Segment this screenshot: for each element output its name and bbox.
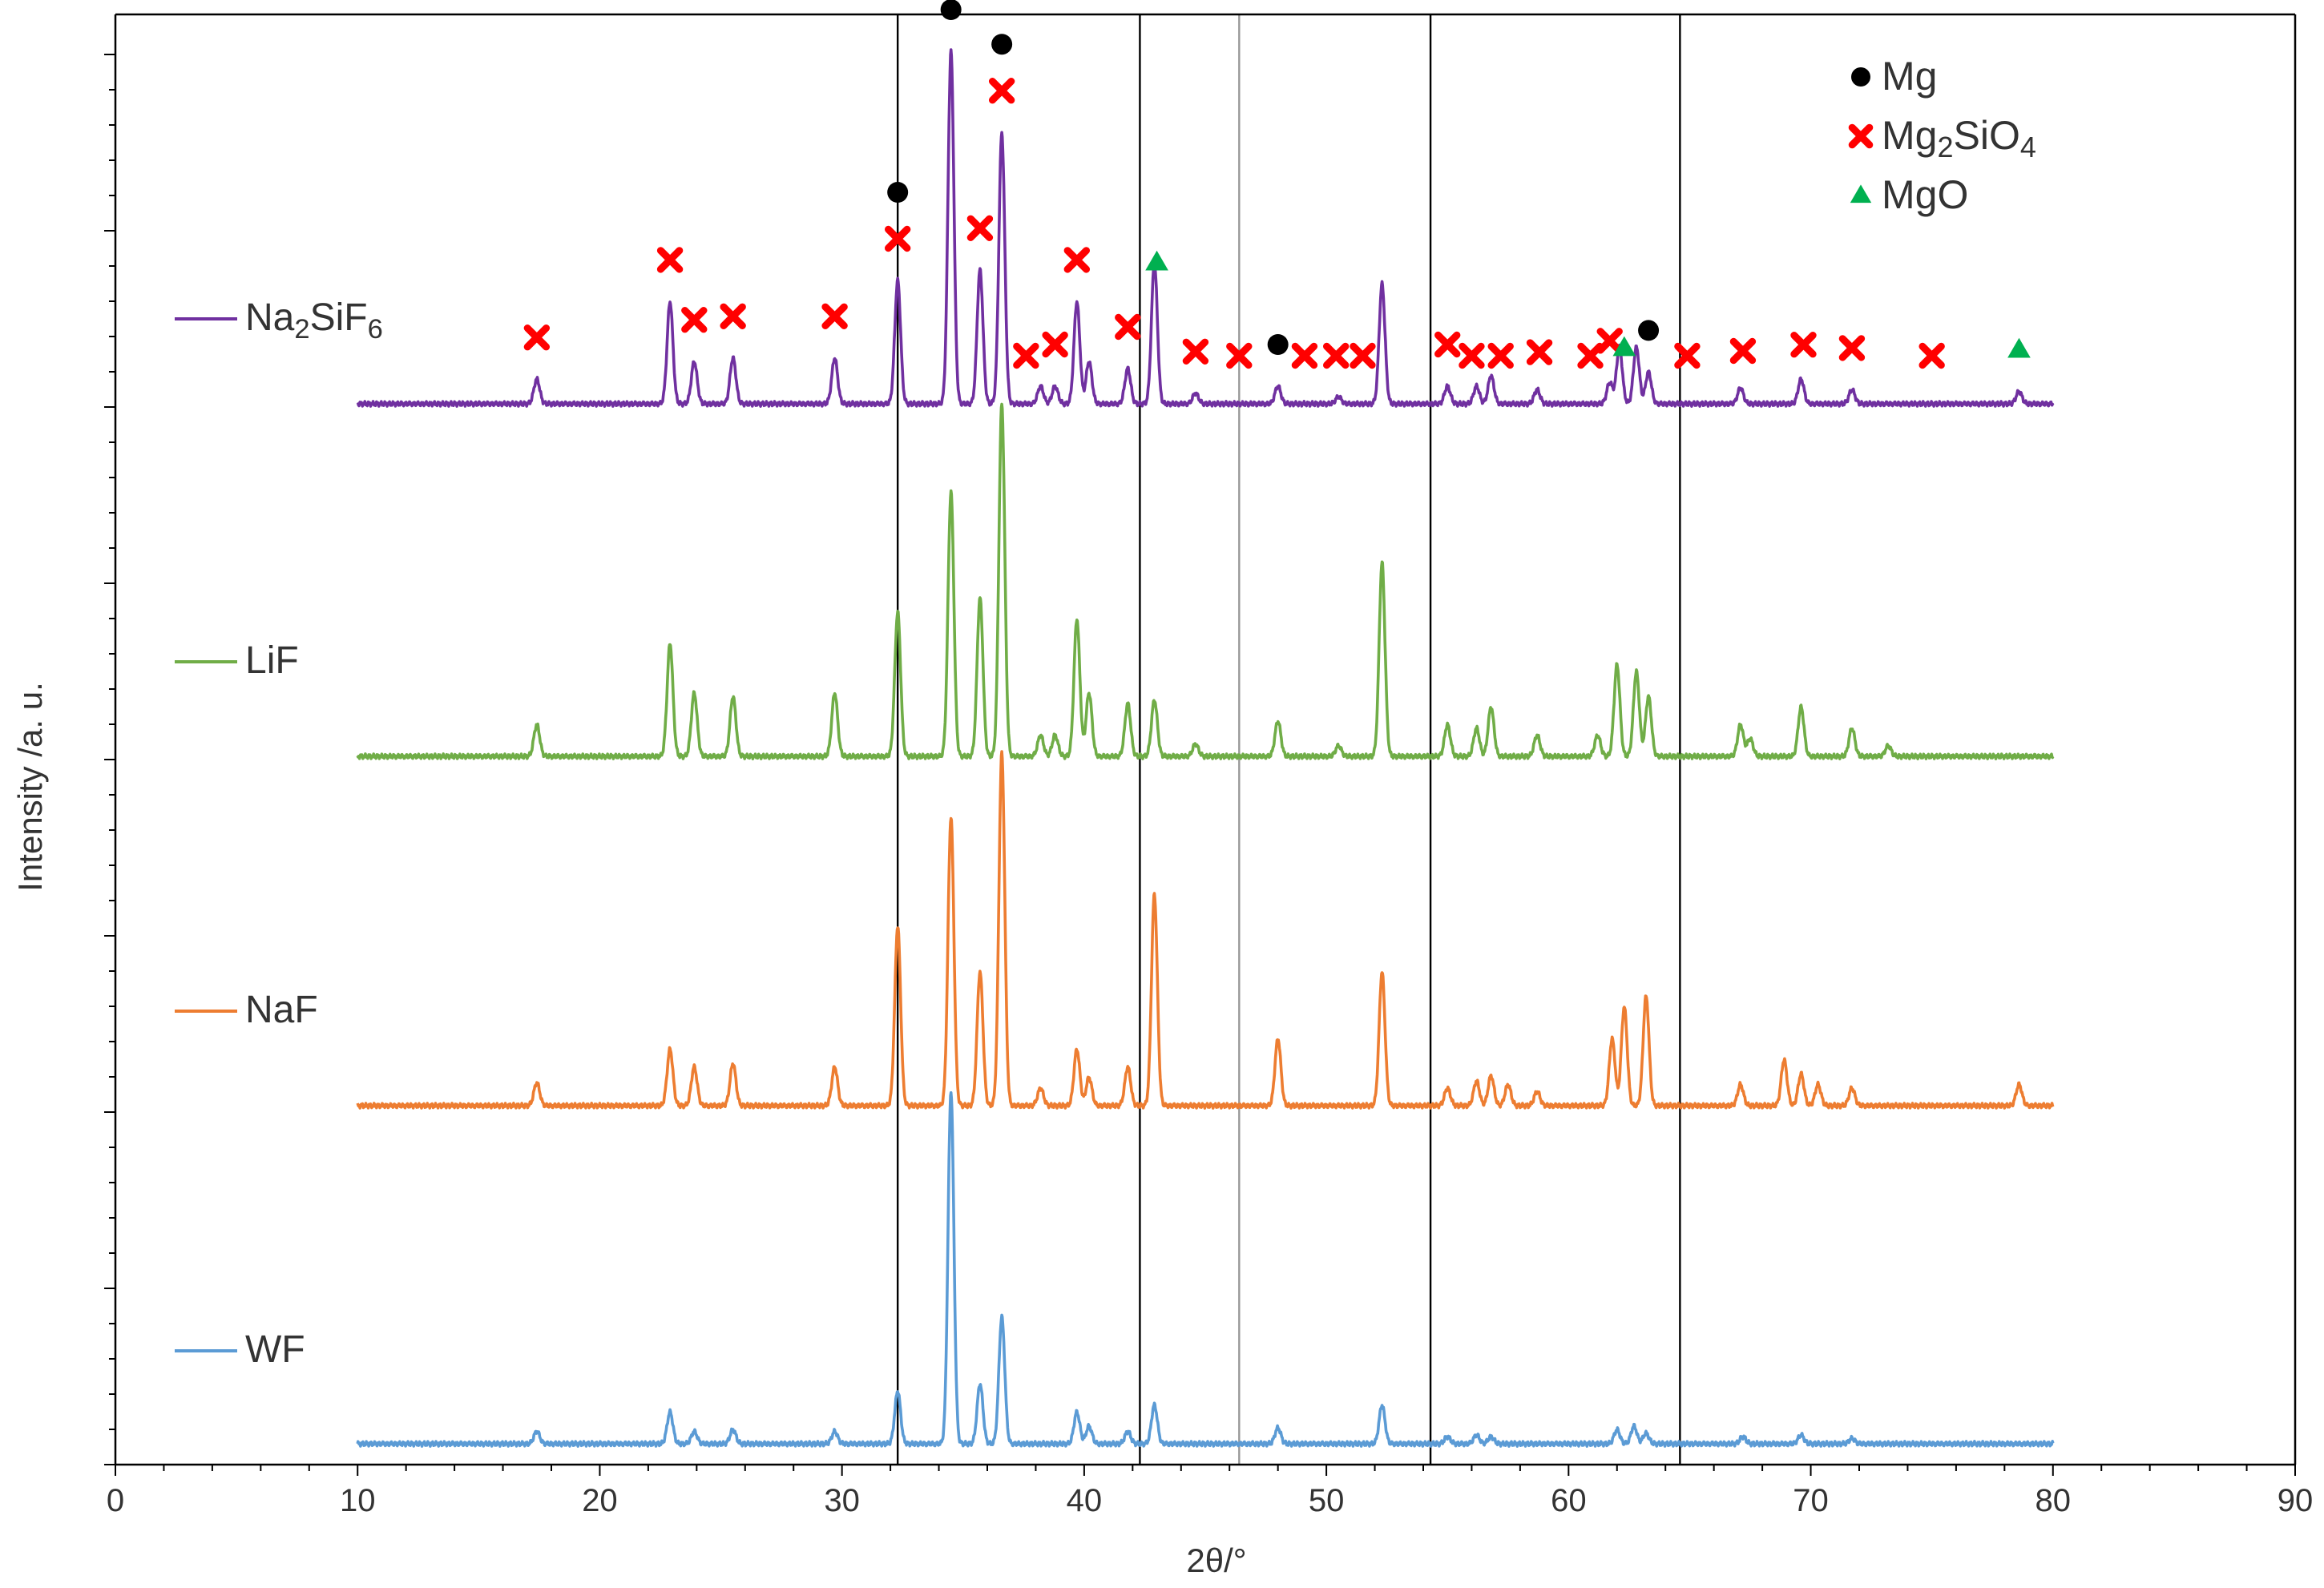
- marker-mg2sio4-17: [1350, 342, 1376, 369]
- marker-mg2sio4-4: [720, 303, 746, 329]
- x-tick-label: 60: [1551, 1483, 1587, 1518]
- legend-symbol-2: [1848, 123, 1874, 149]
- marker-mg2sio4-14: [1226, 342, 1253, 369]
- marker-mg2sio4-19: [1459, 342, 1485, 369]
- series-labels: WF NaF LiF Na2SiF6: [175, 296, 383, 1371]
- marker-mg2sio4-28: [1919, 342, 1945, 369]
- legend: Mg Mg2SiO4 MgO: [1848, 54, 2036, 217]
- marker-mg2sio4-5: [821, 303, 848, 329]
- axes: 0 10 20 30 40 50 60 70 80 90: [104, 13, 2314, 1518]
- marker-mg2sio4-15: [1291, 342, 1318, 369]
- marker-mg2sio4-16: [1323, 342, 1350, 369]
- marker-mg2sio4-6: [884, 225, 911, 252]
- marker-mg2sio4-18: [1434, 331, 1461, 358]
- marker-mgo-2: [1612, 336, 1636, 357]
- x-tick-label: 40: [1067, 1483, 1103, 1518]
- series-line-4: [356, 48, 2055, 408]
- marker-mgo-3: [2007, 337, 2031, 358]
- marker-mg-5: [1638, 320, 1660, 341]
- marker-mg2sio4-10: [1042, 331, 1068, 358]
- marker-mg-4: [1267, 334, 1289, 355]
- legend-label-1: Mg: [1882, 54, 1937, 99]
- x-tick-label: 0: [107, 1483, 124, 1518]
- marker-mg2sio4-27: [1838, 335, 1866, 361]
- series-label-2: NaF: [245, 989, 318, 1031]
- series-label-1: WF: [245, 1328, 305, 1371]
- y-axis-title: Intensity /a. u.: [11, 682, 49, 891]
- x-tick-label: 30: [824, 1483, 860, 1518]
- series-line-2: [356, 750, 2055, 1110]
- marker-mg2sio4-20: [1487, 342, 1514, 369]
- x-axis-title: 2θ/°: [1186, 1542, 1246, 1579]
- marker-mg2sio4-23: [1596, 328, 1623, 354]
- x-tick-label: 80: [2036, 1483, 2072, 1518]
- marker-mg2sio4-22: [1577, 342, 1604, 369]
- marker-mg2sio4-11: [1063, 247, 1091, 273]
- marker-mg-1: [940, 0, 962, 20]
- marker-mg-2: [991, 34, 1013, 55]
- series-label-3: LiF: [245, 639, 299, 682]
- marker-mg2sio4-26: [1790, 332, 1817, 358]
- marker-mgo-1: [1145, 250, 1168, 271]
- series-label-4: Na2SiF6: [245, 296, 383, 345]
- marker-mg2sio4-24: [1674, 342, 1701, 369]
- marker-mg2sio4-2: [656, 247, 684, 273]
- legend-symbol-1: [1851, 67, 1870, 87]
- marker-mg2sio4-12: [1115, 313, 1141, 341]
- marker-mg2sio4-8: [988, 78, 1015, 104]
- phase-markers: [523, 0, 2031, 369]
- marker-mg2sio4-7: [966, 215, 994, 241]
- x-tick-label: 70: [1793, 1483, 1829, 1518]
- marker-mg-3: [887, 182, 909, 203]
- x-tick-label: 20: [582, 1483, 618, 1518]
- marker-mg2sio4-13: [1182, 338, 1209, 365]
- marker-mg2sio4-9: [1013, 342, 1039, 369]
- series-line-3: [356, 402, 2055, 760]
- pattern-series: [356, 48, 2055, 1448]
- marker-mg2sio4-21: [1526, 339, 1553, 365]
- legend-label-2: Mg2SiO4: [1882, 113, 2036, 163]
- legend-label-3: MgO: [1882, 172, 1968, 217]
- legend-symbol-3: [1850, 184, 1872, 204]
- reference-lines: [896, 14, 1681, 1465]
- marker-mg2sio4-1: [523, 324, 551, 351]
- series-line-1: [356, 1091, 2055, 1448]
- x-tick-label: 10: [340, 1483, 376, 1518]
- marker-mg2sio4-25: [1729, 337, 1757, 365]
- x-tick-label: 50: [1309, 1483, 1345, 1518]
- marker-mg2sio4-3: [681, 307, 708, 333]
- x-tick-label: 90: [2278, 1483, 2314, 1518]
